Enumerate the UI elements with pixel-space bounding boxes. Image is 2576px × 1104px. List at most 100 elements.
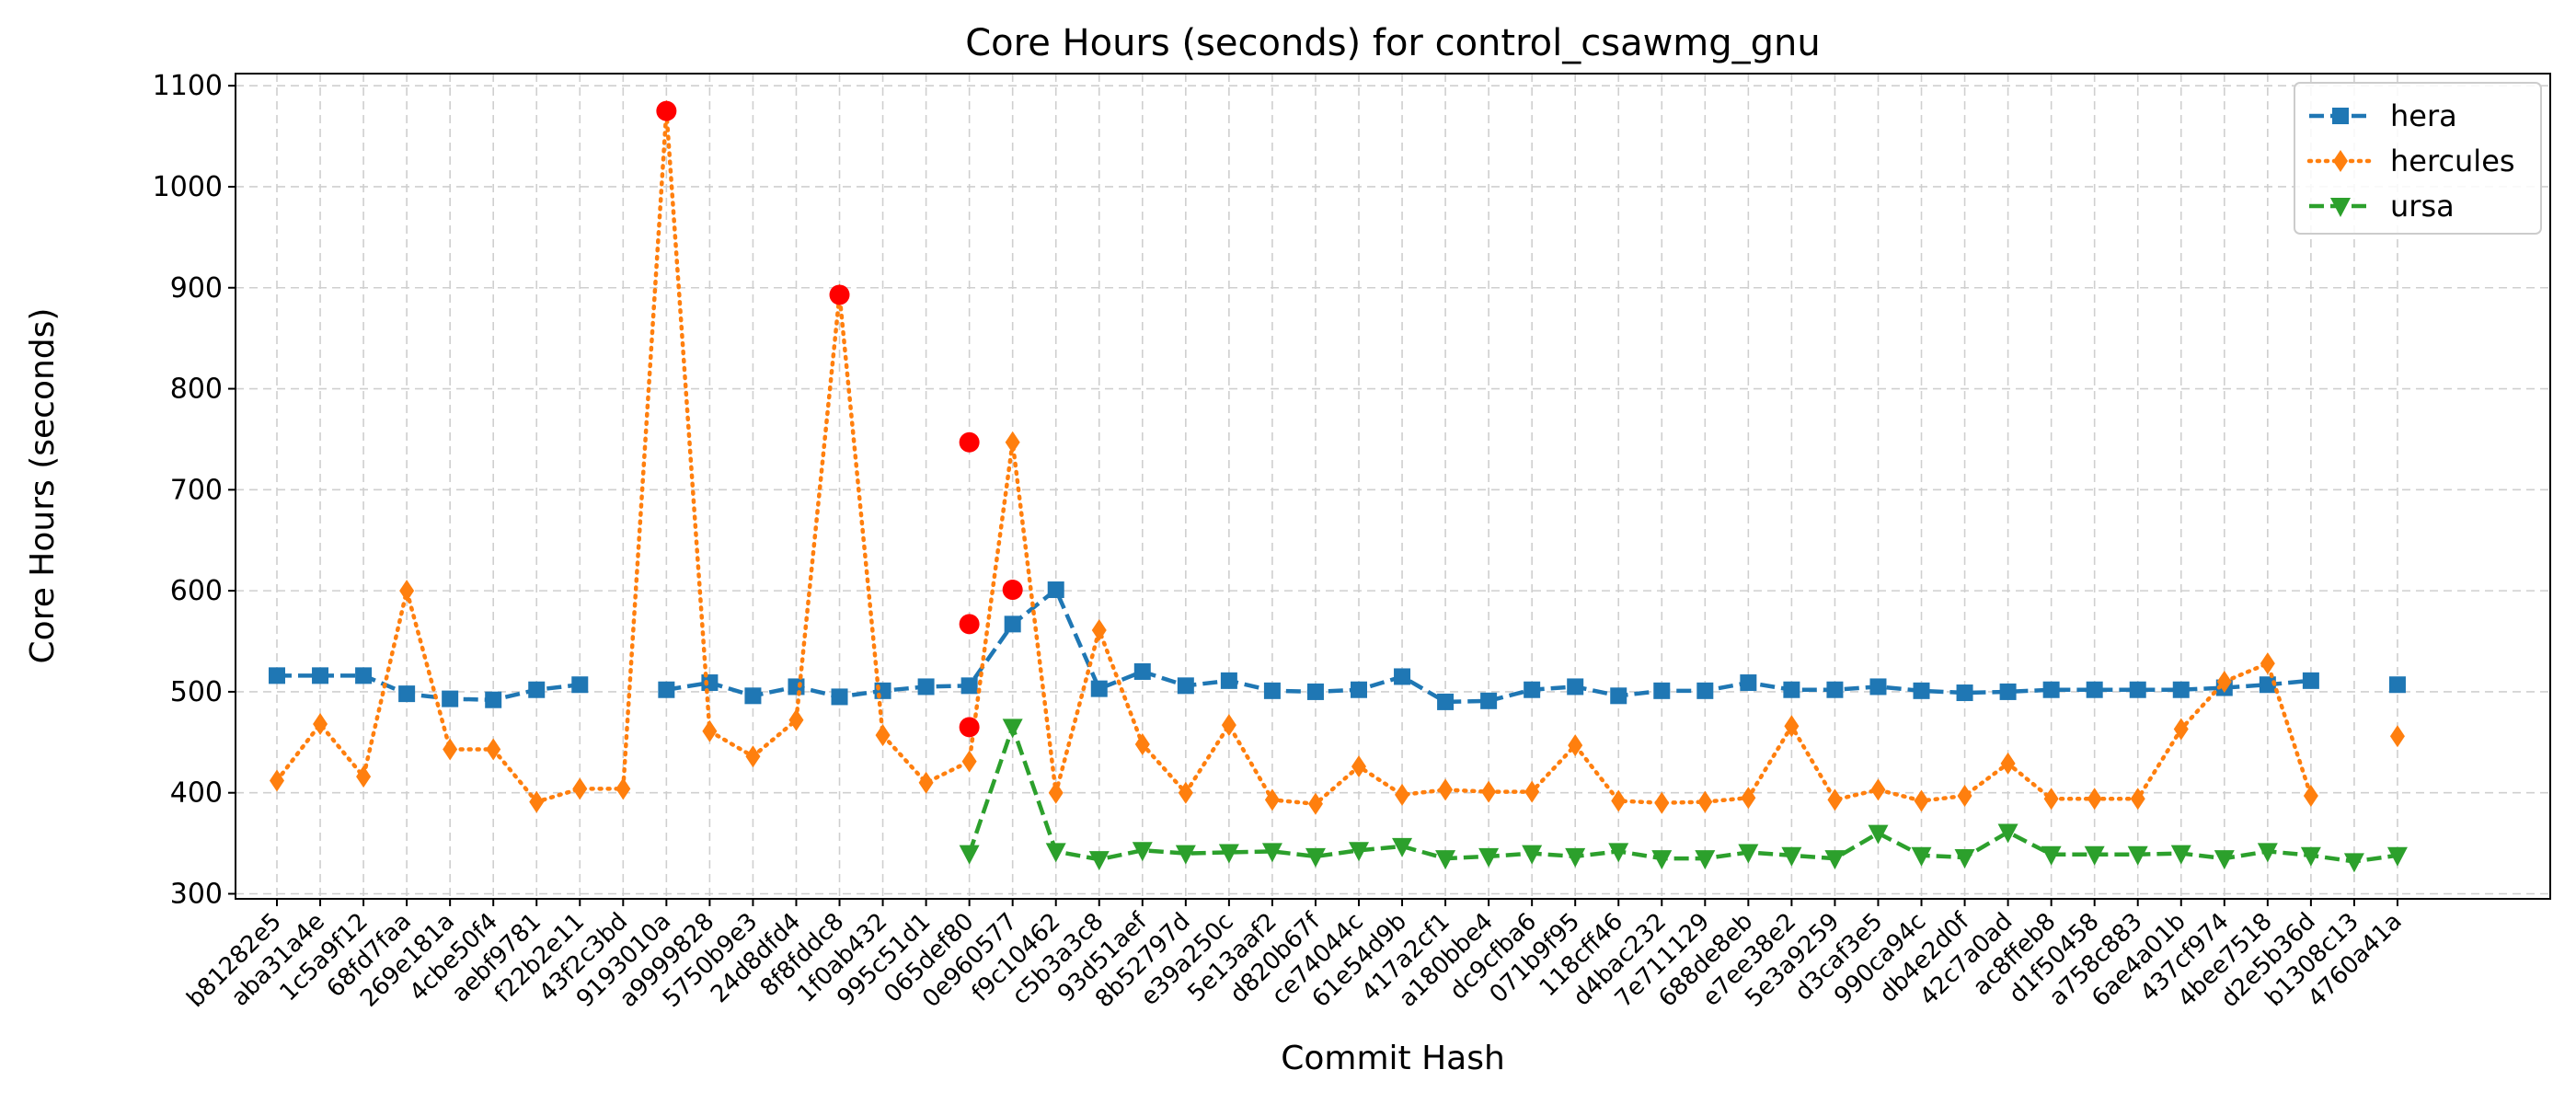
data-point-hercules [1395,783,1410,806]
data-point-hercules [1178,781,1193,804]
data-point-ursa [1478,847,1500,868]
data-point-ursa [1435,850,1456,870]
data-point-ursa [1651,850,1673,870]
legend-box [2294,82,2542,235]
data-point-ursa [1261,843,1282,863]
data-point-hercules [1827,788,1843,811]
data-point-hera [744,687,762,705]
data-point-ursa [2343,853,2364,873]
data-point-hercules [1568,734,1583,757]
legend: hera hercules ursa [2294,82,2542,235]
data-point-hera [1480,692,1498,709]
data-point-hera [1956,684,1973,702]
data-point-hera [442,690,459,707]
data-point-hercules [1134,733,1150,756]
data-point-hera [269,667,285,684]
data-point-hera [1999,683,2017,700]
y-tick-label: 400 [170,777,223,810]
highlight-point-hera [959,614,980,635]
data-point-hera [1306,683,1324,700]
data-point-hercules [1307,792,1323,815]
data-point-hera [312,667,329,684]
data-point-hera [1220,672,1237,689]
data-point-hercules [1697,790,1713,813]
data-point-ursa [2170,845,2191,865]
data-point-hera [1090,680,1108,697]
data-point-hercules [2173,718,2189,741]
data-point-ursa [1738,844,1759,864]
data-point-hercules [2260,652,2275,675]
highlight-point-hera [1002,580,1023,601]
data-point-hercules [1957,785,1972,808]
data-point-ursa [959,845,980,865]
data-point-hera [1653,682,1671,699]
highlight-point-hercules [829,284,850,305]
data-point-hera [2172,681,2190,698]
legend-label-hera: hera [2390,98,2457,133]
data-point-hera [1394,668,1411,685]
data-point-hercules [1438,778,1454,801]
data-point-ursa [1002,719,1023,739]
data-point-hera [1567,678,1584,696]
data-point-ursa [2127,845,2148,866]
data-point-ursa [1392,837,1413,857]
data-point-hercules [1914,789,1929,812]
data-point-hercules [1481,780,1497,803]
data-point-hera [2388,676,2406,694]
data-point-hercules [875,724,891,747]
y-axis-label: Core Hours (seconds) [24,308,62,664]
highlight-point-ursa [959,717,980,738]
data-point-hera [1740,674,1757,692]
data-point-ursa [1305,847,1326,868]
data-point-hera [485,691,502,708]
data-point-ursa [2386,846,2408,867]
data-point-hera [398,685,416,703]
data-point-hercules [443,738,458,761]
data-point-hercules [1784,715,1800,738]
data-point-hercules [2216,670,2232,693]
data-point-hera [1351,681,1367,698]
data-point-hercules [2000,752,2016,775]
data-point-ursa [2084,845,2105,866]
data-point-hera [960,677,978,695]
legend-label-hercules: hercules [2390,144,2515,178]
data-point-hera [1610,687,1627,705]
y-tick-label: 700 [170,474,223,506]
y-tick-label: 800 [170,374,223,406]
data-point-hercules [615,777,631,800]
data-point-hercules [1524,780,1540,803]
data-point-hercules [2087,788,2102,811]
data-point-ursa [1954,848,1975,868]
data-point-hera [2086,681,2103,698]
data-point-hera [2042,681,2060,698]
data-point-ursa [1695,850,1716,870]
data-point-ursa [2214,850,2235,870]
series-line-ursa [967,725,2398,864]
y-tick-label: 600 [170,575,223,607]
data-point-hera [2129,681,2146,698]
data-point-hera [788,678,805,696]
data-point-hercules [2043,788,2059,811]
data-point-ursa [1824,850,1846,870]
data-point-ursa [1132,842,1153,862]
data-point-hercules [356,765,372,788]
data-point-hera [2302,672,2319,689]
data-point-hercules [918,771,934,794]
y-tick-label: 1100 [153,70,223,102]
data-point-hera [658,681,675,698]
data-point-ursa [1175,845,1196,865]
highlight-point-hercules [656,100,677,121]
data-point-hercules [2303,785,2318,808]
highlight-point-hercules [959,431,980,453]
highlight-group [656,100,1023,738]
data-point-hera [1783,681,1800,698]
data-point-hercules [572,777,588,800]
data-point-ursa [1608,843,1629,863]
data-point-hercules [1351,755,1366,778]
data-point-hercules [2130,788,2145,811]
data-point-hera [2259,676,2276,694]
y-tick-label: 900 [170,272,223,305]
data-point-hercules [1654,791,1670,814]
data-point-ursa [1565,847,1586,868]
